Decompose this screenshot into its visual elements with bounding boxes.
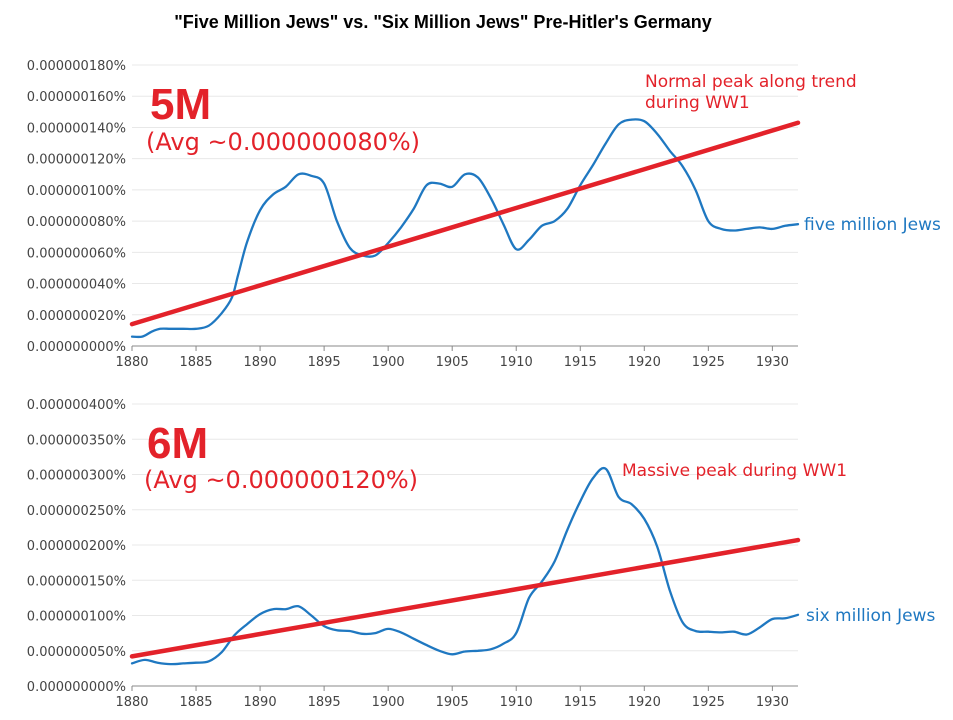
x-tick-label: 1915 — [564, 355, 597, 370]
x-tick-label: 1930 — [756, 695, 789, 710]
y-tick-label: 0.000000100% — [27, 610, 126, 625]
x-tick-label: 1890 — [244, 355, 277, 370]
avg-annotation: (Avg ~0.000000080%) — [146, 128, 420, 156]
x-tick-label: 1900 — [372, 355, 405, 370]
main-title: "Five Million Jews" vs. "Six Million Jew… — [174, 12, 712, 32]
y-tick-label: 0.000000000% — [27, 680, 126, 695]
x-tick-label: 1885 — [179, 355, 212, 370]
chart-five-million: 0.000000000% 0.000000020% 0.000000040% 0.00… — [27, 59, 941, 370]
x-tick-label: 1925 — [692, 695, 725, 710]
y-tick-label: 0.000000040% — [27, 278, 126, 293]
y-tick-label: 0.000000140% — [27, 121, 126, 136]
y-tick-label: 0.000000350% — [27, 433, 126, 448]
y-tick-label: 0.000000300% — [27, 469, 126, 484]
x-tick-label: 1910 — [500, 355, 533, 370]
x-tick-label: 1905 — [436, 355, 469, 370]
x-tick-label: 1910 — [500, 695, 533, 710]
x-tick-label: 1895 — [308, 355, 341, 370]
note-annotation: Normal peak along trend — [645, 72, 857, 92]
x-tick-label: 1880 — [115, 695, 148, 710]
y-tick-label: 0.000000020% — [27, 309, 126, 324]
note-annotation: during WW1 — [645, 93, 750, 113]
series-line — [130, 118, 800, 339]
trend-line — [129, 120, 801, 327]
x-tick-label: 1890 — [244, 695, 277, 710]
y-tick-label: 0.000000050% — [27, 645, 126, 660]
big-annotation: 6M — [147, 419, 208, 468]
y-tick-label: 0.000000250% — [27, 504, 126, 519]
x-tick-label: 1920 — [628, 355, 661, 370]
series-label: five million Jews — [804, 215, 941, 235]
avg-annotation: (Avg ~0.000000120%) — [144, 466, 418, 494]
x-tick-label: 1905 — [436, 695, 469, 710]
y-tick-label: 0.000000100% — [27, 184, 126, 199]
x-tick-label: 1920 — [628, 695, 661, 710]
note-annotation: Massive peak during WW1 — [622, 461, 847, 481]
y-tick-label: 0.000000150% — [27, 574, 126, 589]
y-tick-label: 0.000000080% — [27, 215, 126, 230]
y-tick-label: 0.000000160% — [27, 90, 126, 105]
x-tick-label: 1915 — [564, 695, 597, 710]
trend-line — [129, 537, 801, 659]
x-tick-label: 1930 — [756, 355, 789, 370]
chart-six-million: 0.000000000% 0.000000050% 0.000000100% 0.00… — [27, 398, 936, 710]
y-tick-label: 0.000000120% — [27, 153, 126, 168]
x-tick-label: 1900 — [372, 695, 405, 710]
y-tick-label: 0.000000180% — [27, 59, 126, 74]
series-label: six million Jews — [806, 606, 935, 626]
x-tick-label: 1925 — [692, 355, 725, 370]
big-annotation: 5M — [150, 80, 211, 129]
x-tick-label: 1885 — [179, 695, 212, 710]
y-tick-label: 0.000000200% — [27, 539, 126, 554]
x-tick-label: 1895 — [308, 695, 341, 710]
y-tick-label: 0.000000400% — [27, 398, 126, 413]
y-tick-label: 0.000000000% — [27, 340, 126, 355]
series-line — [130, 467, 800, 666]
y-tick-label: 0.000000060% — [27, 246, 126, 261]
x-tick-label: 1880 — [115, 355, 148, 370]
